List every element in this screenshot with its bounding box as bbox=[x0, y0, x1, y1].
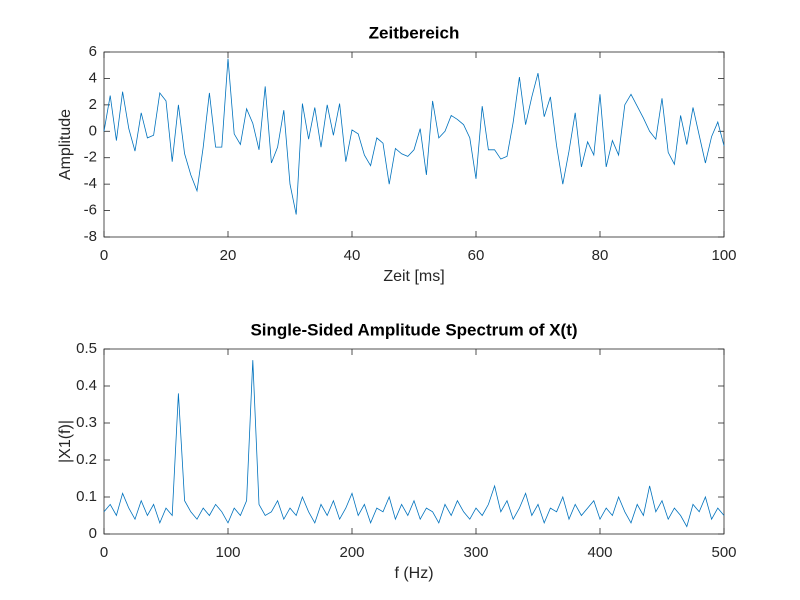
data-line bbox=[103, 360, 725, 528]
y-tick-label: 2 bbox=[89, 96, 97, 113]
y-tick-label: 0 bbox=[89, 122, 97, 139]
chart-title: Single-Sided Amplitude Spectrum of X(t) bbox=[250, 320, 577, 339]
x-tick-label: 80 bbox=[592, 247, 609, 264]
x-tick-label: 200 bbox=[339, 544, 364, 561]
y-tick-label: 0.3 bbox=[76, 414, 97, 431]
y-tick-label: 0.4 bbox=[76, 377, 97, 394]
axes-box bbox=[103, 51, 725, 238]
y-tick-label: -2 bbox=[84, 149, 97, 166]
y-axis-label: Amplitude bbox=[57, 109, 74, 180]
x-tick-label: 300 bbox=[463, 544, 488, 561]
x-axis-label: f (Hz) bbox=[394, 565, 433, 582]
y-tick-label: 6 bbox=[89, 43, 97, 60]
y-tick-label: -8 bbox=[84, 228, 97, 245]
x-tick-label: 40 bbox=[344, 247, 361, 264]
y-tick-label: -6 bbox=[84, 202, 97, 219]
y-tick-label: -4 bbox=[84, 175, 97, 192]
x-tick-label: 400 bbox=[587, 544, 612, 561]
x-tick-label: 100 bbox=[215, 544, 240, 561]
x-tick-label: 500 bbox=[711, 544, 736, 561]
y-axis-label: |X1(f)| bbox=[57, 420, 74, 463]
data-line bbox=[103, 58, 725, 215]
y-tick-label: 0 bbox=[89, 525, 97, 542]
chart-title: Zeitbereich bbox=[369, 23, 460, 42]
x-tick-label: 20 bbox=[220, 247, 237, 264]
y-tick-label: 4 bbox=[89, 69, 97, 86]
y-tick-label: 0.1 bbox=[76, 488, 97, 505]
x-tick-label: 100 bbox=[711, 247, 736, 264]
axes-box bbox=[103, 348, 725, 535]
y-tick-label: 0.2 bbox=[76, 451, 97, 468]
x-axis-label: Zeit [ms] bbox=[383, 268, 444, 285]
x-tick-label: 0 bbox=[100, 247, 108, 264]
x-tick-label: 60 bbox=[468, 247, 485, 264]
x-tick-label: 0 bbox=[100, 544, 108, 561]
y-tick-label: 0.5 bbox=[76, 340, 97, 357]
